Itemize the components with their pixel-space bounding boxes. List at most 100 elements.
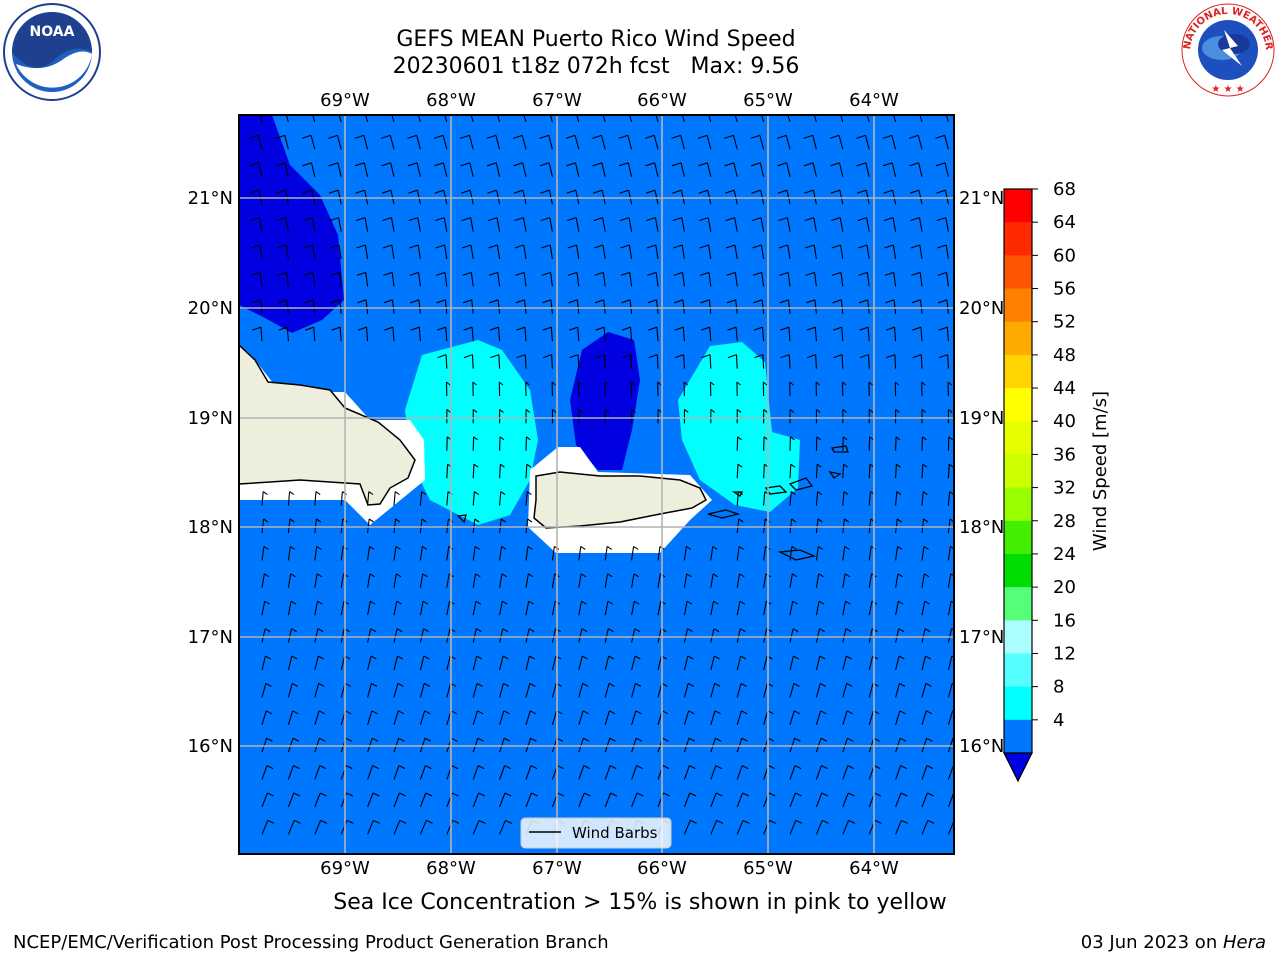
wind-barb [895,545,903,561]
wind-barb [381,162,395,177]
wind-barb [367,518,374,534]
lat-label-left: 16°N [188,736,233,757]
wind-barb [486,162,501,177]
wind-barb [840,115,844,123]
wind-barb [383,271,395,287]
wind-barb [937,244,949,260]
wind-barb [516,354,527,369]
wind-barb [831,217,844,232]
wind-barb [261,628,271,643]
wind-barb [736,765,749,780]
wind-barb [815,792,829,808]
wind-barb [287,765,300,780]
lon-label-top: 66°W [637,90,687,111]
wind-barb [393,628,403,643]
wind-barb [367,545,375,561]
wind-barb [304,326,316,342]
wind-barb [261,765,274,780]
wind-barb [789,436,795,451]
light-wind-region-east [678,342,800,512]
wind-barb [604,628,614,643]
wind-barb [525,573,534,588]
wind-barb [921,463,928,479]
wind-barb [803,162,817,177]
wind-barb [472,765,485,780]
wind-barb [789,682,800,698]
lat-label-right: 16°N [959,736,1004,757]
nws-logo: NATIONAL WEATHER SERVICE ★ ★ ★ [1176,0,1275,97]
wind-barb [433,134,448,150]
wind-barb [683,765,696,780]
wind-barb [515,271,527,287]
wind-barb [513,162,527,177]
wind-barb [683,655,694,671]
wind-barb [631,765,643,780]
map-frame [238,114,955,855]
wind-barb [604,765,617,780]
wind-barb [947,545,954,561]
wind-barb [763,408,768,424]
wind-barb [367,491,374,506]
wind-barb [261,655,272,671]
wind-barb [859,326,870,342]
colorbar-tick-label: 68 [1053,179,1076,200]
wind-barb [841,381,847,397]
wind-barb [367,682,378,698]
wind-barb [410,299,421,314]
wind-barb [618,162,633,177]
wind-barb [472,710,484,725]
wind-barb [434,162,448,177]
wind-barb [578,682,589,698]
wind-barb [367,792,380,808]
wind-barb [789,408,795,424]
wind-barb [303,244,316,260]
wind-barb [409,271,421,287]
wind-barb [407,134,421,150]
wind-barb [314,682,325,698]
wind-barb [499,408,504,424]
wind-barb [894,381,900,397]
wind-barb [460,134,474,150]
wind-barb [710,573,719,588]
wind-barb [472,600,482,616]
wind-barb [631,628,641,643]
wind-barb [909,162,923,177]
wind-barb [261,545,269,561]
colorbar-tick-label: 48 [1053,345,1076,366]
wind-barb [314,545,322,561]
wind-barb [622,354,633,369]
wind-barb [461,244,474,260]
wind-barb [628,115,633,123]
map-legend: Wind Barbs [520,817,672,849]
wind-barb [567,217,580,232]
wind-barb [778,244,791,260]
wind-barb [604,573,613,588]
wind-barb [314,600,323,616]
wind-barb [805,244,817,260]
wind-barb [683,545,692,561]
wind-barb [725,217,738,232]
wind-barb [683,710,695,725]
wind-barb [750,134,765,150]
wind-barb [724,134,738,150]
wind-barb [921,655,932,671]
wind-barb [631,792,644,808]
wind-barb [620,271,633,287]
wind-barb [947,628,954,643]
wind-barb [805,271,817,287]
colorbar-tick-label: 20 [1053,577,1076,598]
wind-barb [736,381,741,397]
wind-barb [287,491,295,506]
wind-barb [727,354,738,369]
wind-barb [393,545,401,561]
lon-label-bottom: 65°W [743,858,793,879]
wind-barb [287,819,301,835]
wind-barb [568,326,580,342]
wind-barb [314,491,321,506]
wind-barb [542,326,553,342]
wind-barb [499,463,505,479]
wind-barb [921,628,931,643]
wind-barb [331,326,342,342]
wind-barb [578,573,587,588]
